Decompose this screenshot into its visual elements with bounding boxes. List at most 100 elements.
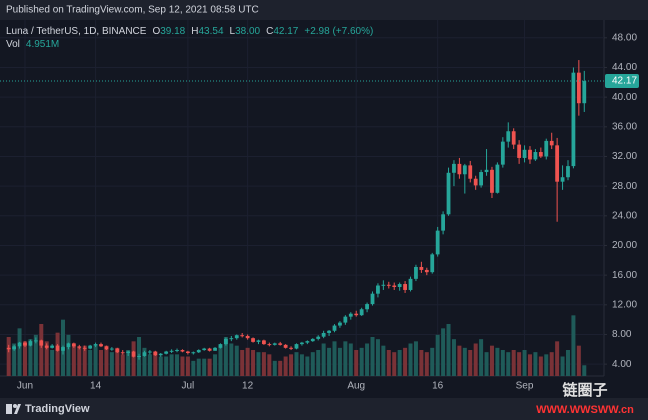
volume-bar bbox=[348, 343, 353, 376]
volume-bar bbox=[256, 352, 261, 376]
candle-body bbox=[365, 304, 369, 310]
y-tick-label: 8.00 bbox=[612, 329, 632, 340]
candle-body bbox=[381, 284, 386, 286]
candle-body bbox=[131, 351, 136, 357]
watermark: WWW.WWSWW.cn bbox=[536, 404, 634, 416]
candle-body bbox=[522, 149, 527, 158]
volume-bar bbox=[153, 352, 158, 376]
candle-body bbox=[224, 338, 228, 345]
candle-body bbox=[82, 347, 87, 349]
candle-body bbox=[158, 353, 163, 356]
volume-bar bbox=[142, 347, 147, 376]
volume-bar bbox=[267, 354, 272, 376]
volume-bar bbox=[381, 345, 386, 376]
candle-body bbox=[12, 346, 17, 350]
volume-bar bbox=[126, 350, 131, 376]
volume-bar bbox=[419, 350, 424, 376]
candle-body bbox=[55, 345, 60, 351]
candle-body bbox=[348, 313, 353, 317]
legend: Luna / TetherUS, 1D, BINANCE O39.18 H43.54… bbox=[6, 26, 373, 37]
candle-body bbox=[582, 81, 587, 104]
candle-body bbox=[468, 165, 473, 179]
plot: 4.00 8.00 12.00 16.00 20.00 24.00 28.00 32.00 36… bbox=[0, 20, 639, 392]
y-tick-label: 20.00 bbox=[612, 240, 637, 251]
candle-body bbox=[267, 344, 272, 346]
volume-bar bbox=[397, 350, 402, 376]
volume-bar bbox=[278, 360, 283, 376]
candle-body bbox=[153, 351, 158, 356]
volume-legend: Vol 4.951M bbox=[6, 39, 59, 50]
volume-bar bbox=[104, 345, 109, 376]
candle-body bbox=[256, 340, 261, 342]
volume-bar bbox=[479, 339, 484, 376]
volume-bar bbox=[473, 343, 478, 376]
last-price-box bbox=[605, 74, 639, 89]
volume-bar bbox=[522, 350, 527, 376]
volume-bar bbox=[158, 356, 163, 376]
volume-bar bbox=[451, 339, 456, 376]
candle-body bbox=[262, 340, 266, 345]
volume-bar bbox=[39, 324, 44, 376]
candle-body bbox=[137, 355, 141, 357]
volume-bar bbox=[365, 343, 370, 376]
candle-body bbox=[457, 163, 462, 175]
volume-bar bbox=[272, 360, 277, 376]
volume-bar bbox=[93, 345, 98, 376]
candle-body bbox=[528, 149, 532, 160]
volume-bar bbox=[283, 356, 288, 376]
candle-body bbox=[538, 152, 543, 157]
footer-bar bbox=[0, 398, 648, 420]
volume-bar bbox=[549, 352, 554, 376]
volume-bar bbox=[544, 354, 549, 376]
candle-body bbox=[28, 341, 33, 346]
x-tick-label: 16 bbox=[432, 381, 444, 392]
candle-body bbox=[191, 352, 196, 354]
volume-bar bbox=[120, 354, 125, 376]
legend-value: 42.17 bbox=[273, 26, 298, 37]
candle-body bbox=[441, 214, 445, 231]
volume-bar bbox=[533, 352, 538, 376]
volume-bar bbox=[164, 356, 169, 376]
candle-body bbox=[576, 72, 581, 104]
y-tick-label: 24.00 bbox=[612, 210, 637, 221]
candle-body bbox=[164, 351, 169, 354]
candle-body bbox=[408, 278, 413, 290]
candle-body bbox=[354, 313, 359, 316]
volume-bar bbox=[50, 350, 55, 376]
candle-body bbox=[490, 169, 494, 193]
volume-bar bbox=[327, 347, 332, 376]
volume-bar bbox=[321, 343, 326, 376]
y-tick-label: 32.00 bbox=[612, 151, 637, 162]
volume-bar bbox=[289, 354, 294, 376]
candle-body bbox=[533, 152, 538, 160]
volume-bar bbox=[495, 347, 500, 376]
candle-body bbox=[272, 343, 277, 345]
volume-bar bbox=[462, 347, 467, 376]
volume-bar bbox=[424, 352, 429, 376]
candle-body bbox=[240, 335, 245, 337]
candle-body bbox=[544, 140, 549, 157]
volume-bar bbox=[565, 350, 570, 376]
x-tick-label: Jun bbox=[17, 381, 33, 392]
candle-body bbox=[555, 145, 560, 182]
watermark: 链圈子 bbox=[562, 381, 607, 399]
legend-key: O bbox=[152, 26, 160, 37]
volume-bar bbox=[71, 345, 76, 376]
candle-body bbox=[294, 344, 299, 349]
candle-body bbox=[33, 340, 38, 342]
legend-value: 38.00 bbox=[235, 26, 260, 37]
candle-body bbox=[71, 343, 76, 347]
volume-bar bbox=[234, 345, 239, 376]
volume-bar bbox=[66, 334, 71, 376]
logo bbox=[6, 404, 21, 414]
legend-key: H bbox=[191, 26, 198, 37]
volume-bar bbox=[457, 345, 462, 376]
candle-body bbox=[310, 338, 315, 342]
volume-bar bbox=[468, 350, 473, 376]
legend-value: 39.18 bbox=[160, 26, 185, 37]
candle-body bbox=[500, 141, 505, 165]
candle-body bbox=[462, 165, 467, 175]
candle-body bbox=[77, 346, 82, 348]
volume-bar bbox=[240, 350, 245, 376]
volume-bar bbox=[446, 324, 451, 376]
